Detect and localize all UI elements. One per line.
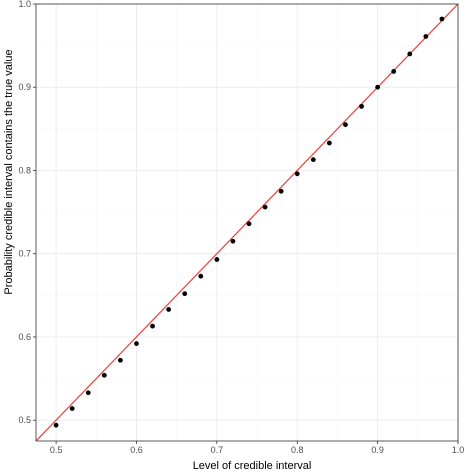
- y-tick-label: 0.5: [18, 415, 31, 425]
- data-point: [423, 34, 429, 39]
- data-point: [326, 140, 332, 146]
- y-axis: 0.5 0.6 0.7 0.8 0.9 1.0: [18, 0, 36, 425]
- data-point: [310, 157, 316, 163]
- data-point: [278, 188, 284, 194]
- y-tick-label: 0.9: [18, 82, 31, 92]
- data-point: [150, 323, 155, 329]
- data-point: [246, 221, 252, 227]
- x-tick-label: 0.5: [50, 445, 63, 455]
- data-point: [439, 16, 445, 22]
- data-point: [230, 238, 236, 244]
- data-point: [166, 307, 172, 312]
- data-point: [375, 84, 381, 90]
- data-point: [343, 122, 348, 128]
- data-point: [69, 406, 75, 411]
- data-point: [262, 204, 268, 210]
- data-point: [359, 103, 364, 109]
- x-tick-label: 0.9: [371, 445, 384, 455]
- y-tick-label: 0.8: [18, 165, 31, 175]
- x-tick-label: 0.6: [130, 445, 143, 455]
- panel-border: [35, 3, 459, 442]
- x-tick-label: 0.7: [211, 445, 224, 455]
- data-point: [118, 357, 123, 363]
- data-point: [391, 69, 397, 74]
- data-point: [101, 372, 107, 378]
- y-tick-label: 1.0: [18, 0, 31, 9]
- data-point: [134, 341, 139, 347]
- x-axis: 0.5 0.6 0.7 0.8 0.9 1.0: [50, 441, 464, 455]
- x-axis-title: Level of credible interval: [193, 460, 312, 472]
- x-tick-label: 0.8: [291, 445, 304, 455]
- data-point: [198, 273, 204, 279]
- data-point: [407, 51, 413, 57]
- plot-panel: [35, 3, 459, 442]
- data-point: [85, 390, 91, 396]
- y-axis-title: Probability credible interval contains t…: [3, 49, 15, 294]
- x-tick-label: 1.0: [452, 445, 465, 455]
- data-point: [53, 422, 59, 428]
- y-tick-label: 0.7: [18, 249, 31, 259]
- data-point: [294, 171, 300, 177]
- data-point: [182, 291, 188, 297]
- y-tick-label: 0.6: [18, 332, 31, 342]
- data-point: [214, 257, 220, 262]
